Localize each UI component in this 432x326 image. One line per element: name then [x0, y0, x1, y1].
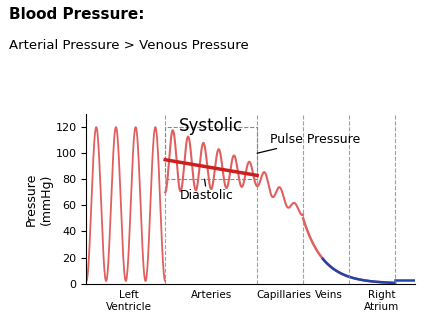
Text: Diastolic: Diastolic [180, 179, 234, 202]
Bar [165, 127, 257, 179]
Text: Capillaries: Capillaries [256, 290, 311, 300]
Text: Arterial Pressure > Venous Pressure: Arterial Pressure > Venous Pressure [9, 39, 248, 52]
Text: Left
Ventricle: Left Ventricle [106, 290, 152, 312]
Text: Veins: Veins [315, 290, 343, 300]
Text: Arteries: Arteries [191, 290, 232, 300]
Text: Blood Pressure:: Blood Pressure: [9, 7, 144, 22]
Y-axis label: Pressure
(mmHg): Pressure (mmHg) [25, 172, 53, 226]
Text: Pulse Pressure: Pulse Pressure [257, 133, 361, 153]
Text: Right
Atrium: Right Atrium [364, 290, 400, 312]
Text: Systolic: Systolic [179, 117, 243, 135]
